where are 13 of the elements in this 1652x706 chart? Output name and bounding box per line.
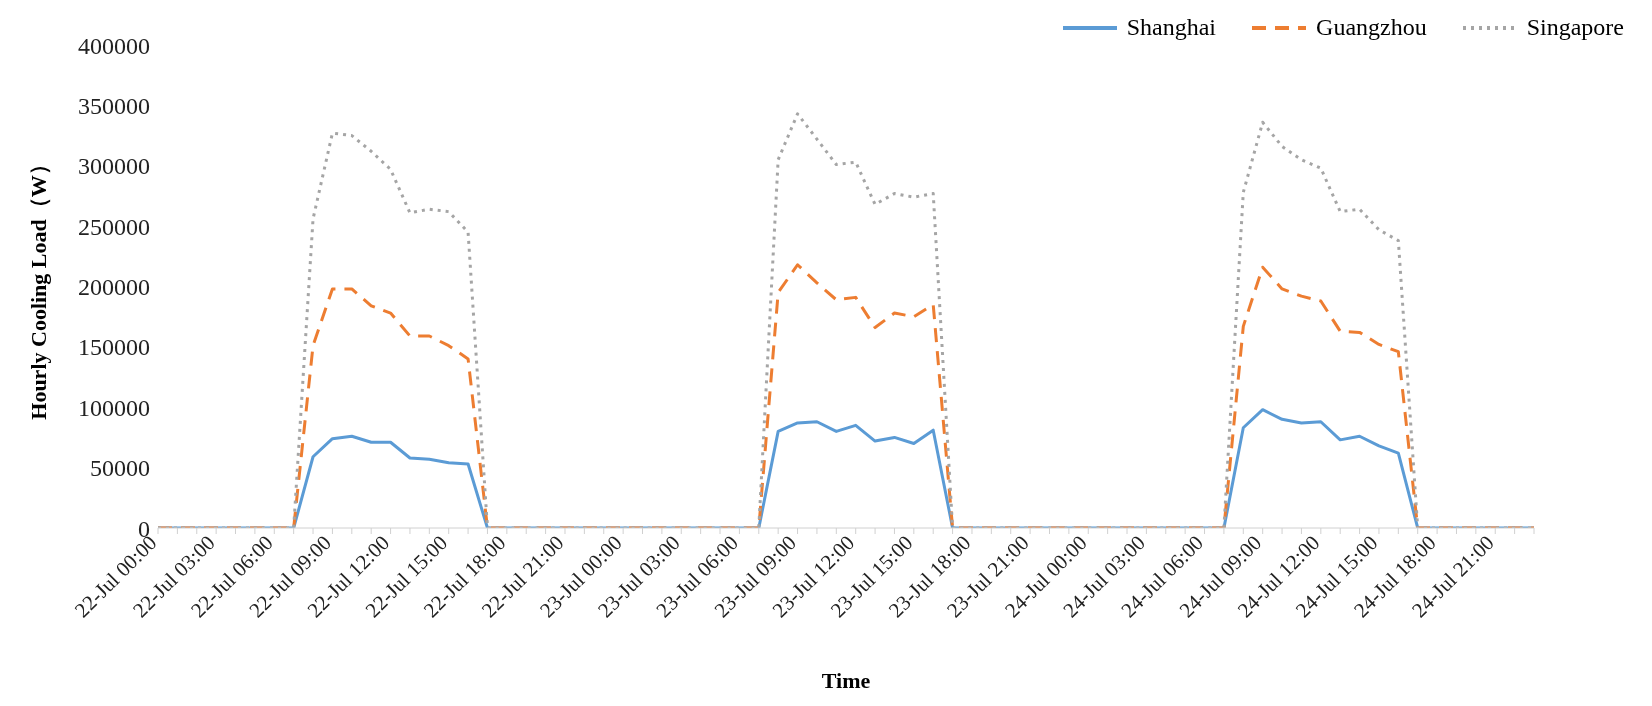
y-tick-label: 250000 [78, 213, 150, 240]
y-tick-label: 200000 [78, 274, 150, 301]
x-axis-title: Time [821, 668, 871, 693]
y-tick-label: 50000 [90, 455, 150, 482]
y-tick-label: 150000 [78, 334, 150, 361]
y-tick-label: 300000 [78, 153, 150, 180]
y-axis-title: Hourly Cooling Load（W） [25, 153, 51, 420]
legend-label: Guangzhou [1316, 14, 1427, 41]
legend-label: Shanghai [1126, 14, 1217, 41]
y-tick-label: 100000 [78, 394, 150, 421]
legend-label: Singapore [1526, 14, 1624, 41]
y-tick-label: 400000 [78, 32, 150, 59]
y-tick-label: 350000 [78, 92, 150, 119]
